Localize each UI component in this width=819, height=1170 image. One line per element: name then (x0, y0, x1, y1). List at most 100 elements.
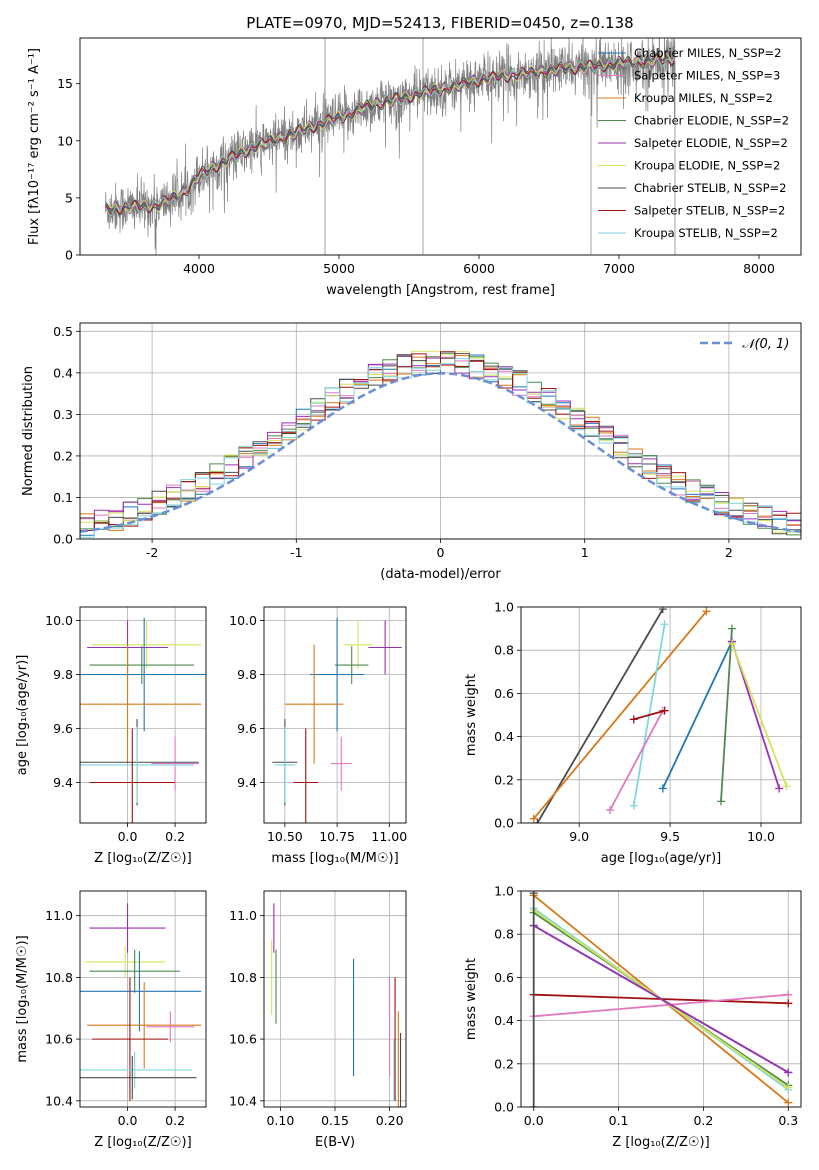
x-tick-label: 8000 (743, 261, 775, 276)
x-axis-label: age [log₁₀(age/yr)] (601, 851, 722, 866)
y-tick-label: 0.5 (53, 324, 73, 339)
weight-marker-salpeter_miles (784, 990, 793, 999)
y-tick-label: 0.8 (494, 927, 514, 942)
x-tick-label: 9.0 (569, 829, 589, 844)
plot-frame (520, 606, 802, 824)
error-bar-salpeter_elodie (89, 903, 166, 953)
error-bars (272, 617, 402, 823)
y-tick-label: 10.4 (229, 1093, 257, 1108)
y-tick-label: 0.0 (494, 1100, 514, 1115)
y-axis-label: mass weight (464, 958, 479, 1040)
legend-label-salpeter_elodie: Salpeter ELODIE, N_SSP=2 (634, 136, 788, 150)
error-bar-salpeter_miles (151, 736, 199, 791)
plot-frame (79, 322, 802, 540)
y-tick-label: 0.6 (494, 686, 514, 701)
x-tick-label: 2 (725, 545, 733, 560)
error-bar-chabrier_elodie (335, 646, 369, 684)
weight-line-salpeter_miles (533, 993, 789, 1018)
y-tick-label: 9.8 (237, 667, 257, 682)
figure-title: PLATE=0970, MJD=52413, FIBERID=0450, z=0… (246, 14, 633, 32)
weight-marker-kroupa_miles (529, 814, 538, 823)
panel-weight-vs-Z: 0.0 0.1 0.2 0.3 0.0 0.2 0.4 0.6 0.8 1.0 Z [log₁₀(Z… (464, 884, 802, 1150)
spectrum-legend: Chabrier MILES, N_SSP=2 Salpeter MILES, N… (598, 46, 789, 240)
x-tick-label: -2 (146, 545, 158, 560)
error-bar-salpeter_miles (146, 1011, 195, 1043)
panel-mass-vs-ebv: 0.10 0.15 0.20 10.4 10.6 10.8 11.0 E(B-V) (229, 890, 407, 1150)
x-tick-label: 0.2 (165, 829, 185, 844)
y-tick-label: 1.0 (494, 600, 514, 615)
y-tick-label: 9.6 (237, 721, 257, 736)
y-axis-label: Normed distribution (21, 366, 36, 496)
weight-line-kroupa_elodie (731, 643, 788, 787)
weight-marker-salpeter_stelib (629, 715, 638, 724)
observed-spectrum-line (104, 38, 676, 255)
error-bar-kroupa_miles (284, 644, 344, 764)
legend-label-chabrier_miles: Chabrier MILES, N_SSP=2 (634, 46, 781, 60)
legend-label-kroupa_elodie: Kroupa ELODIE, N_SSP=2 (634, 159, 780, 173)
panel-residual-histogram: -2 -1 0 1 2 0.0 0.1 0.2 0.3 0.4 0.5 (data-model)/er… (21, 322, 802, 582)
x-tick-label: 0.0 (524, 1113, 544, 1128)
x-tick-label: 10.75 (319, 829, 355, 844)
weight-marker-kroupa_stelib (660, 620, 669, 629)
x-tick-label: -1 (290, 545, 302, 560)
y-tick-label: 9.4 (53, 775, 73, 790)
weight-marker-kroupa_elodie (782, 782, 791, 791)
weight-marker-kroupa_miles (784, 1098, 793, 1107)
weight-marker-kroupa_elodie (727, 639, 736, 648)
weight-marker-chabrier_stelib (529, 1103, 538, 1107)
y-tick-label: 0.0 (53, 532, 73, 547)
x-tick-label: 4000 (183, 261, 215, 276)
weight-marker-chabrier_miles (658, 784, 667, 793)
x-axis-label: Z [log₁₀(Z/Z☉)] (94, 851, 191, 866)
weight-marker-kroupa_elodie (784, 1083, 793, 1092)
weight-marker-salpeter_elodie (784, 1068, 793, 1077)
error-bar-kroupa_stelib (80, 1051, 192, 1089)
x-axis-label: (data-model)/error (380, 567, 501, 582)
x-tick-label: 0.2 (693, 1113, 713, 1128)
normal-curve-line (80, 372, 801, 533)
y-tick-label: 0 (65, 248, 73, 263)
weight-lines (529, 891, 793, 1107)
legend-label-normal: 𝒩(0, 1) (742, 337, 789, 352)
y-tick-label: 0.3 (53, 407, 73, 422)
x-tick-label: 9.5 (660, 829, 680, 844)
error-bar-kroupa_elodie (343, 620, 373, 670)
x-tick-label: 0.10 (266, 1113, 294, 1128)
y-tick-label: 0.0 (494, 816, 514, 831)
error-bar-kroupa_elodie (84, 946, 166, 978)
x-tick-label: 6000 (463, 261, 495, 276)
error-bar-salpeter_stelib (89, 728, 176, 823)
error-bar-chabrier_miles (80, 617, 206, 732)
weight-marker-chabrier_stelib (658, 607, 667, 614)
y-axis-label: mass [log₁₀(M/M☉)] (15, 935, 30, 1062)
weight-marker-salpeter_elodie (775, 784, 784, 793)
y-tick-label: 10.4 (45, 1093, 73, 1108)
x-tick-label: 10.0 (747, 829, 775, 844)
y-tick-label: 15 (57, 76, 73, 91)
error-bar-chabrier_miles (309, 617, 365, 732)
y-tick-label: 10.8 (229, 970, 257, 985)
error-bar-chabrier_elodie (89, 949, 180, 993)
x-tick-label: 0.2 (165, 1113, 185, 1128)
y-tick-label: 9.8 (53, 667, 73, 682)
x-tick-label: 0.1 (609, 1113, 629, 1128)
weight-marker-chabrier_stelib (533, 819, 542, 823)
x-tick-label: 0.20 (376, 1113, 404, 1128)
y-axis-label: Flux [fλ10⁻¹⁷ erg cm⁻² s⁻¹ A⁻¹] (27, 48, 42, 245)
error-bars (271, 903, 402, 1107)
panel-weight-vs-age: 9.0 9.5 10.0 0.0 0.2 0.4 0.6 0.8 1.0 age [log₁₀(a… (464, 600, 802, 866)
error-bar-kroupa_stelib (274, 727, 296, 803)
y-tick-label: 0.4 (53, 365, 73, 380)
y-tick-label: 0.6 (494, 970, 514, 985)
weight-marker-salpeter_stelib (660, 706, 669, 715)
plot-frame (263, 890, 407, 1108)
y-tick-label: 0.2 (53, 448, 73, 463)
legend-label-salpeter_stelib: Salpeter STELIB, N_SSP=2 (634, 204, 785, 218)
error-bars (80, 617, 206, 823)
weight-line-chabrier_stelib (536, 608, 664, 823)
error-bar-kroupa_miles (87, 982, 202, 1069)
y-axis-label: age [log₁₀(age/yr)] (15, 655, 30, 776)
y-tick-label: 9.6 (53, 721, 73, 736)
legend-label-kroupa_miles: Kroupa MILES, N_SSP=2 (634, 91, 773, 105)
